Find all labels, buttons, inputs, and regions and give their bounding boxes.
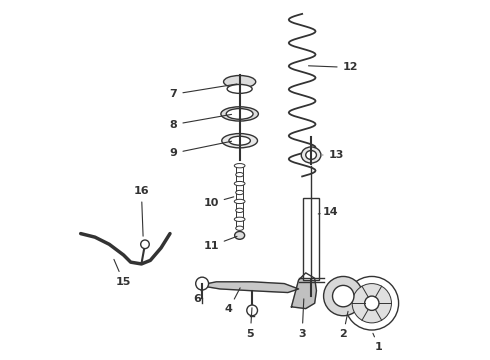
Ellipse shape	[234, 181, 245, 186]
Text: 5: 5	[246, 308, 254, 339]
Circle shape	[247, 305, 258, 316]
Ellipse shape	[236, 190, 244, 195]
Ellipse shape	[226, 109, 253, 119]
Ellipse shape	[236, 208, 244, 212]
Ellipse shape	[234, 163, 245, 168]
Ellipse shape	[221, 107, 258, 121]
Ellipse shape	[234, 217, 245, 221]
Ellipse shape	[306, 150, 317, 159]
Polygon shape	[198, 282, 298, 293]
Circle shape	[141, 240, 149, 249]
Text: 10: 10	[203, 197, 234, 208]
Ellipse shape	[229, 136, 250, 145]
Ellipse shape	[234, 199, 245, 203]
Ellipse shape	[301, 147, 321, 163]
Text: 1: 1	[373, 333, 383, 352]
Ellipse shape	[236, 226, 244, 230]
Circle shape	[352, 284, 392, 323]
Text: 16: 16	[134, 186, 149, 236]
Polygon shape	[292, 273, 317, 309]
Circle shape	[333, 285, 354, 307]
Text: 14: 14	[318, 207, 339, 217]
Text: 8: 8	[170, 114, 232, 130]
Circle shape	[345, 276, 398, 330]
Circle shape	[323, 276, 363, 316]
Text: 15: 15	[114, 259, 131, 287]
Circle shape	[365, 296, 379, 310]
Ellipse shape	[222, 134, 258, 148]
Text: 12: 12	[309, 63, 358, 72]
Text: 13: 13	[323, 150, 344, 160]
Ellipse shape	[235, 231, 245, 239]
Text: 4: 4	[225, 288, 240, 314]
Text: 3: 3	[298, 299, 306, 339]
Text: 9: 9	[170, 141, 232, 158]
Text: 6: 6	[193, 289, 202, 303]
FancyBboxPatch shape	[303, 198, 319, 280]
Ellipse shape	[223, 76, 256, 88]
Text: 11: 11	[203, 237, 237, 251]
Text: 2: 2	[340, 311, 348, 339]
Ellipse shape	[227, 85, 252, 93]
Ellipse shape	[236, 172, 244, 177]
Text: 7: 7	[170, 84, 237, 99]
Circle shape	[196, 277, 209, 290]
